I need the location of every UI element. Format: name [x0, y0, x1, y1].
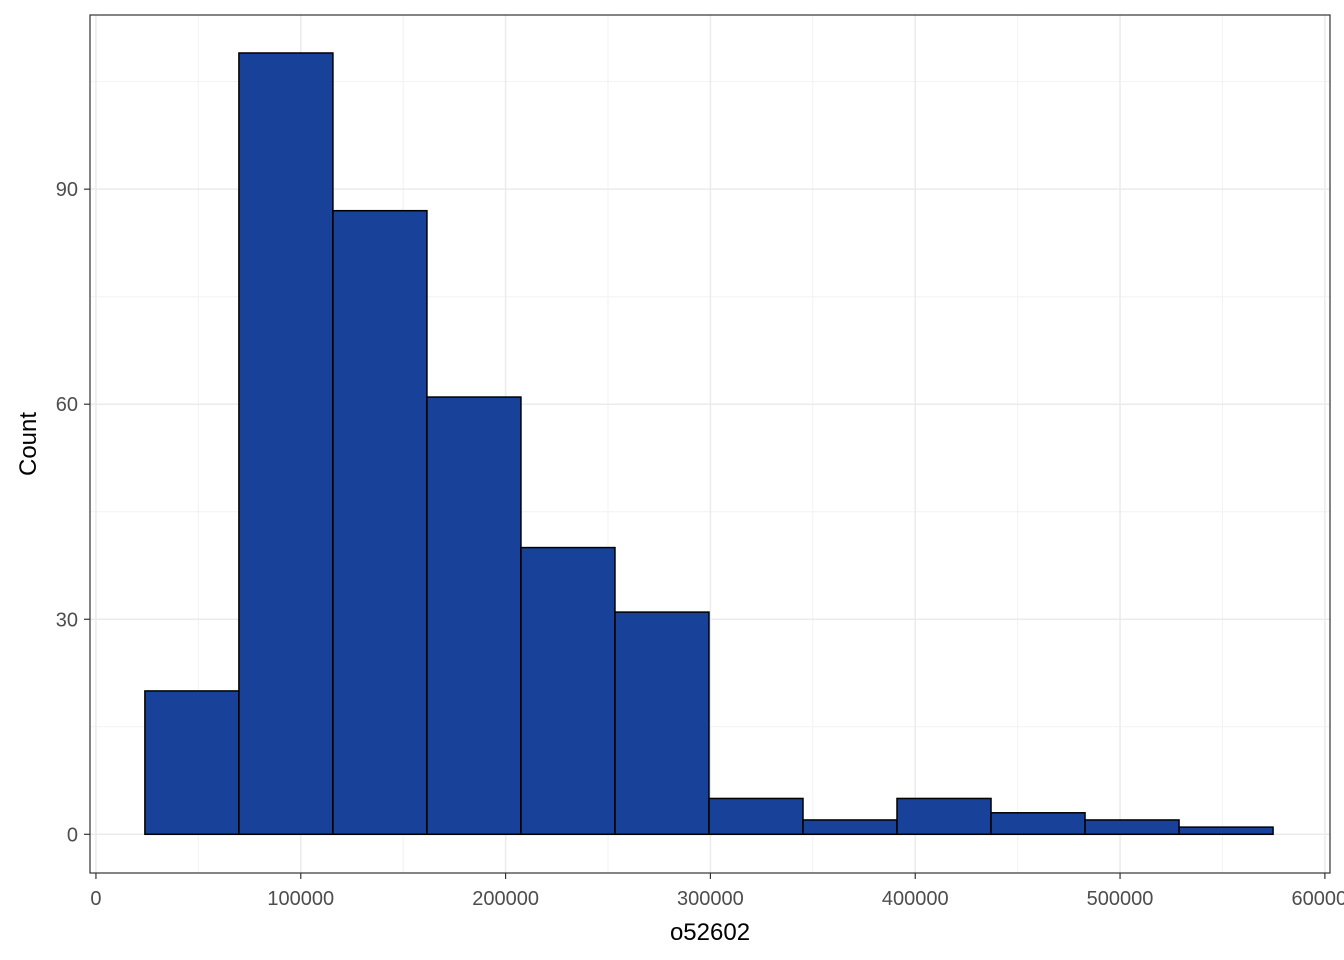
bar [520, 546, 616, 836]
y-tick-label: 60 [56, 394, 78, 416]
bars [144, 52, 1274, 836]
bar [1178, 826, 1274, 836]
x-tick-label: 0 [90, 888, 101, 910]
bar [1084, 819, 1180, 836]
y-tick-label: 0 [67, 824, 78, 846]
bar [990, 812, 1086, 836]
x-tick-label: 100000 [267, 888, 334, 910]
x-tick-label: 200000 [472, 888, 539, 910]
x-tick-label: 500000 [1087, 888, 1154, 910]
bar [802, 819, 898, 836]
y-axis-title: Count [15, 412, 42, 476]
bar [332, 209, 428, 836]
y-tick-label: 90 [56, 179, 78, 201]
bar [144, 690, 240, 836]
x-tick-label: 300000 [677, 888, 744, 910]
x-tick-label: 400000 [882, 888, 949, 910]
bar [238, 52, 334, 836]
bar [708, 797, 804, 836]
bar [426, 396, 522, 836]
bar [896, 797, 992, 836]
y-tick-label: 30 [56, 609, 78, 631]
bar [614, 611, 710, 836]
x-axis-title: o52602 [670, 919, 750, 946]
